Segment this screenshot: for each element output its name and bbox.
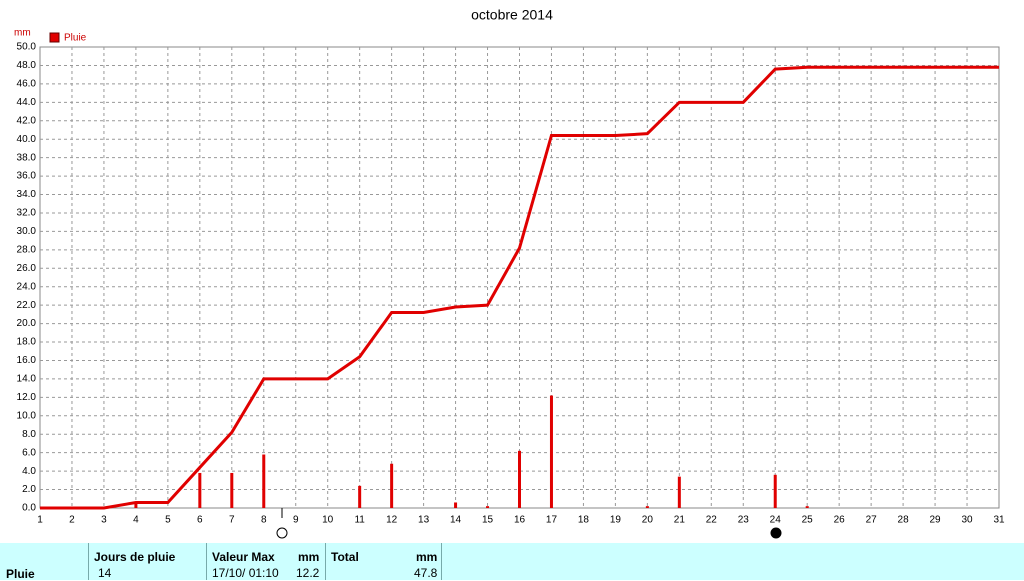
header: mm (416, 550, 438, 564)
bar (486, 506, 490, 508)
y-tick-label: 18.0 (17, 337, 37, 348)
x-tick-label: 3 (101, 515, 107, 526)
bar (198, 472, 202, 508)
x-tick-label: 11 (354, 515, 365, 526)
y-tick-label: 28.0 (17, 244, 37, 255)
x-tick-label: 29 (930, 515, 942, 526)
x-tick-label: 21 (674, 515, 686, 526)
moon-icon (276, 527, 288, 539)
bar (549, 395, 553, 508)
y-tick-label: 32.0 (17, 208, 37, 219)
y-tick-label: 24.0 (17, 281, 37, 292)
bar (230, 472, 234, 508)
bar (518, 450, 521, 508)
x-tick-label: 9 (293, 515, 299, 526)
x-tick-label: 27 (866, 515, 878, 526)
header: mm (298, 550, 320, 564)
x-tick-label: 24 (770, 515, 782, 526)
x-tick-label: 8 (261, 515, 267, 526)
x-tick-label: 6 (197, 515, 203, 526)
x-tick-label: 13 (418, 515, 430, 526)
x-tick-label: 16 (514, 515, 526, 526)
chart: octobre 2014 mm Pluie 0.0 2.0 4.0 6.0 8.0 10.… (14, 7, 1005, 539)
y-tick-label: 10.0 (17, 410, 37, 421)
y-tick-label: 38.0 (17, 152, 37, 163)
cell (325, 543, 442, 580)
x-tick-label: 28 (898, 515, 910, 526)
x-tick-label: 15 (482, 515, 494, 526)
x-tick-label: 26 (834, 515, 846, 526)
bar (454, 502, 458, 508)
y-tick-label: 16.0 (17, 355, 37, 366)
x-tick-label: 22 (706, 515, 718, 526)
y-tick-label: 6.0 (22, 447, 36, 458)
y-tick-label: 48.0 (17, 60, 37, 71)
header: Valeur Max (212, 550, 275, 564)
value: 14 (98, 566, 112, 580)
y-tick-label: 22.0 (17, 300, 37, 311)
bar (773, 474, 777, 508)
value: 12.2 (296, 566, 320, 580)
summary-table: Pluie Jours de pluie Valeur Max mm Total… (0, 543, 1024, 581)
y-tick-label: 8.0 (22, 429, 36, 440)
value: 17/10/ 01:10 (212, 566, 279, 580)
y-tick-label: 50.0 (17, 42, 37, 53)
x-tick-label: 30 (961, 515, 973, 526)
header: Jours de pluie (94, 550, 176, 564)
legend-swatch (49, 32, 60, 43)
y-tick-label: 34.0 (17, 189, 37, 200)
x-tick-label: 1 (37, 515, 43, 526)
row-label: Pluie (6, 567, 35, 581)
legend: Pluie (49, 32, 87, 44)
y-axis-label: mm (14, 28, 31, 39)
y-tick-label: 12.0 (17, 392, 37, 403)
x-tick-label: 4 (133, 515, 139, 526)
y-tick-label: 20.0 (17, 318, 37, 329)
x-tick-label: 2 (69, 515, 75, 526)
cell (88, 543, 207, 580)
line (40, 65, 999, 510)
x-tick-label: 5 (165, 515, 171, 526)
y-tick-label: 4.0 (22, 466, 36, 477)
bar (805, 506, 809, 508)
y-tick-label: 46.0 (17, 79, 37, 90)
y-tick-label: 30.0 (17, 226, 37, 237)
x-tick-label: 10 (322, 515, 334, 526)
bar (262, 454, 266, 508)
x-tick-label: 20 (642, 515, 654, 526)
bar (645, 506, 649, 508)
legend-label: Pluie (64, 33, 87, 44)
y-tick-label: 0.0 (22, 503, 36, 514)
x-tick-label: 17 (546, 515, 558, 526)
y-tick-label: 40.0 (17, 134, 37, 145)
x-tick-label: 31 (993, 515, 1005, 526)
bar (390, 463, 394, 508)
x-tick-label: 19 (610, 515, 622, 526)
bar (134, 502, 138, 508)
x-tick-label: 12 (386, 515, 398, 526)
y-tick-label: 42.0 (17, 115, 37, 126)
y-tick-label: 44.0 (17, 97, 37, 108)
bar (358, 485, 362, 508)
x-tick-label: 23 (738, 515, 750, 526)
y-tick-label: 36.0 (17, 171, 37, 182)
value: 47.8 (414, 566, 438, 580)
moon-icon (770, 527, 782, 539)
x-tick-label: 14 (450, 515, 462, 526)
bar (677, 476, 681, 508)
x-tick-label: 18 (578, 515, 590, 526)
chart-title: octobre 2014 (471, 7, 553, 23)
cell (206, 543, 326, 580)
y-tick-label: 14.0 (17, 374, 37, 385)
y-tick-label: 26.0 (17, 263, 37, 274)
y-tick-label: 2.0 (22, 484, 36, 495)
header: Total (331, 550, 359, 564)
x-tick-label: 25 (802, 515, 814, 526)
x-tick-label: 7 (229, 515, 235, 526)
